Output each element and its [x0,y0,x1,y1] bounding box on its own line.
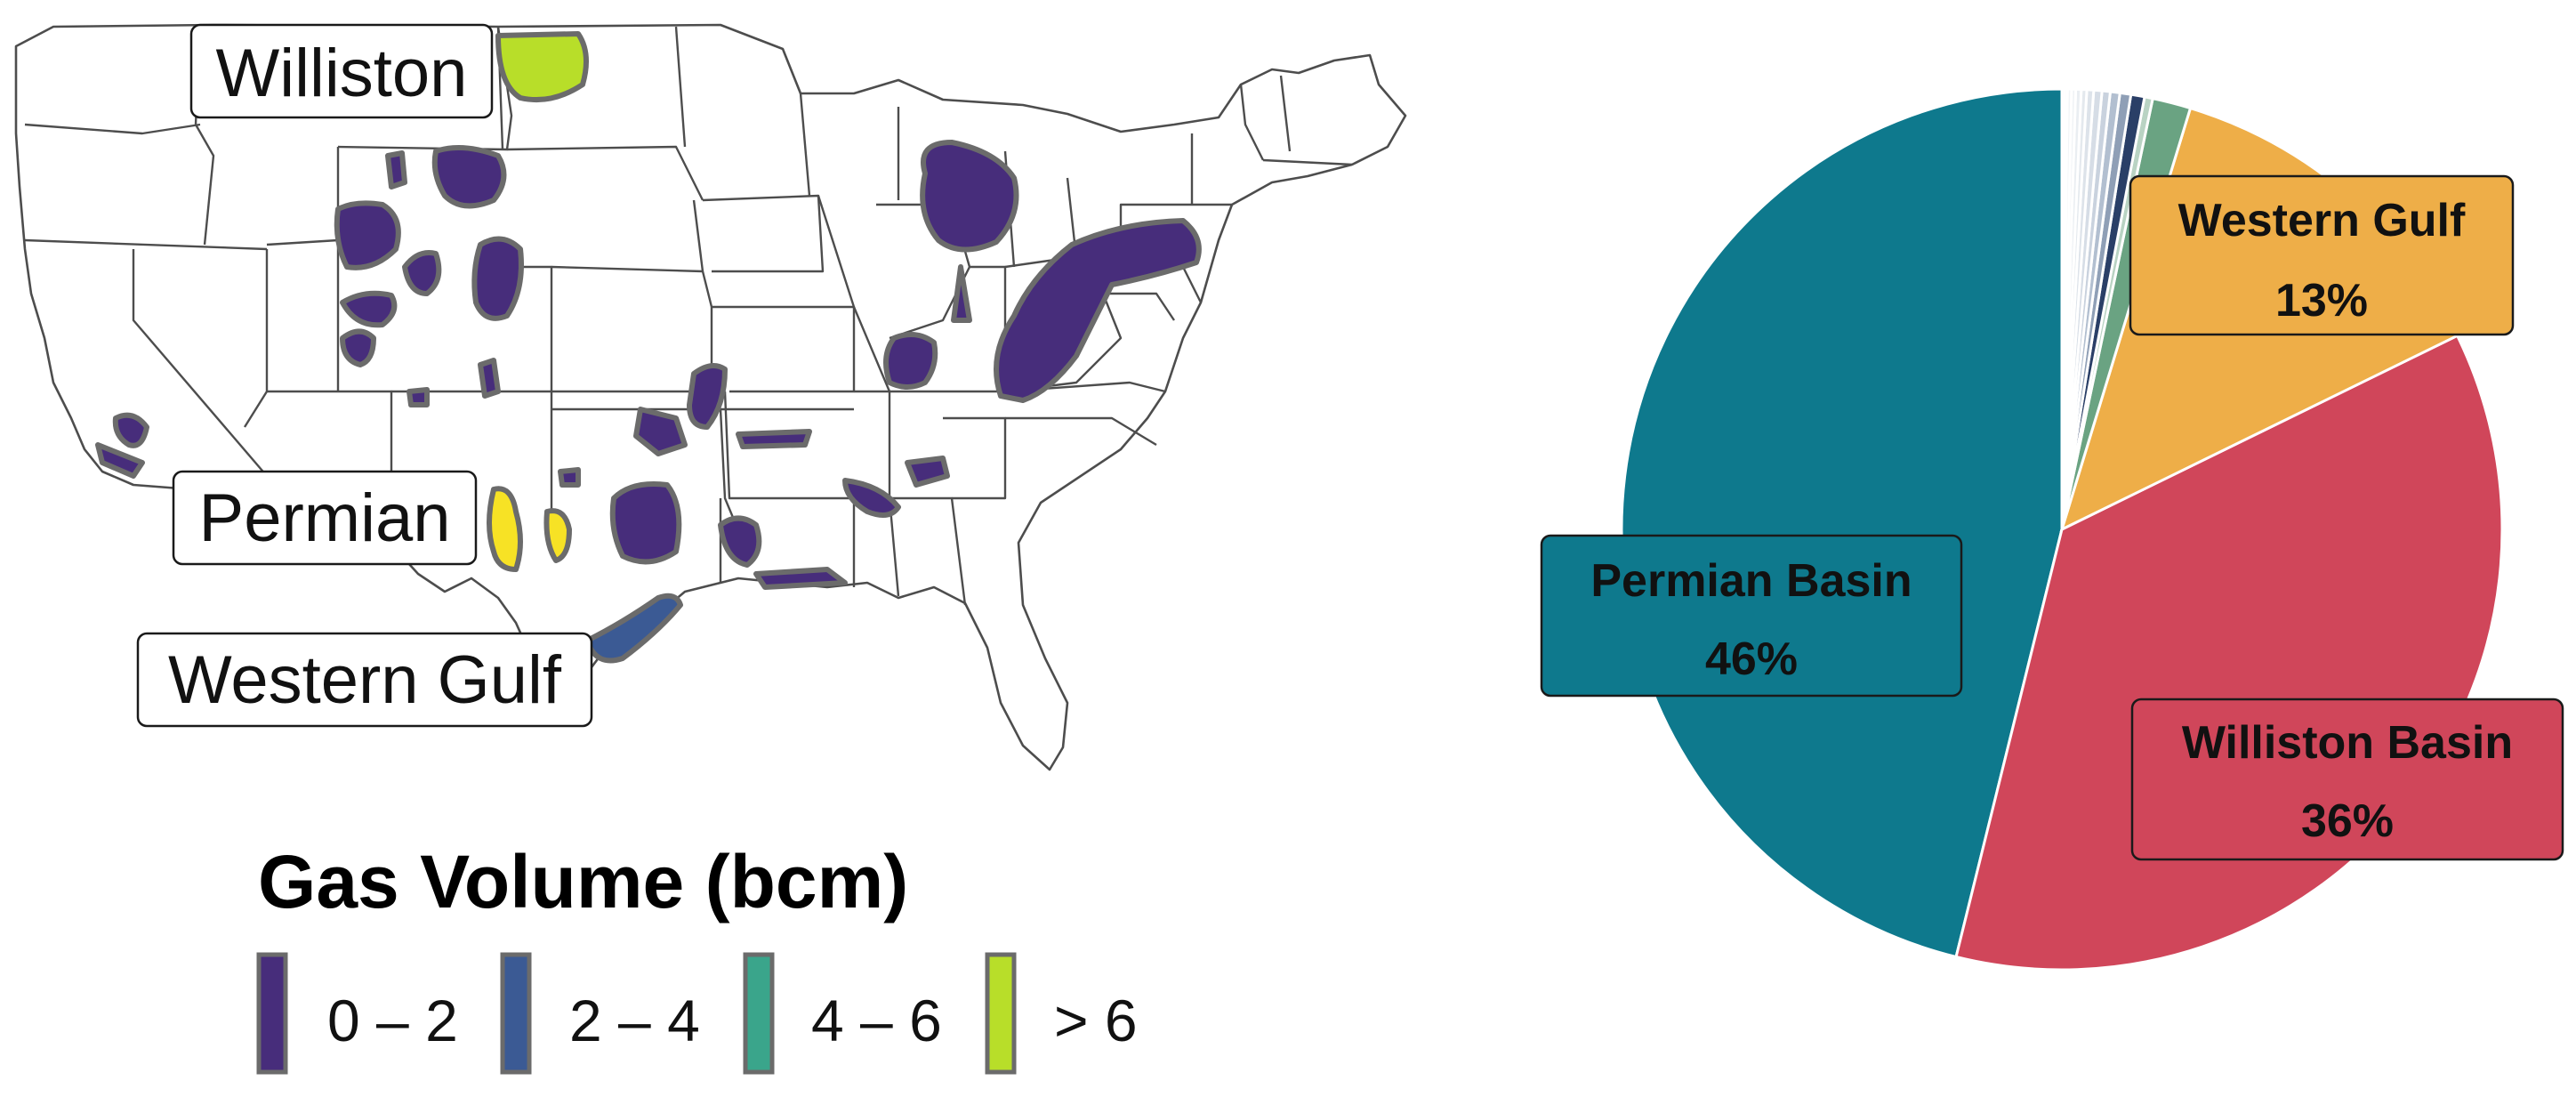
basin-wyoming-2 [402,250,442,296]
basin-black-warrior [842,478,901,518]
pie-chart: Western Gulf 13% Permian Basin 46% Willi… [1540,87,2564,972]
pie-slice-minor-16 [2060,87,2066,530]
pie-label-williston-name: Williston Basin [2182,717,2513,769]
pie-label-williston-pct: 36% [2301,795,2394,847]
callout-permian-label: Permian [199,480,451,556]
basin-illinois [883,332,938,390]
legend-label-0-2: 0 – 2 [327,988,458,1053]
pie-label-williston: Williston Basin 36% [2130,698,2564,861]
pie-label-western-gulf-pct: 13% [2275,275,2368,327]
basin-california-1 [112,412,149,448]
pie-slice-permian-basin [1620,87,2064,959]
legend-swatch-0-2 [256,952,288,1075]
state-borders [24,26,1353,606]
legend-label-2-4: 2 – 4 [569,988,700,1053]
legend-label-4-6: 4 – 6 [811,988,942,1053]
legend-title: Gas Volume (bcm) [258,840,908,924]
basin-wyoming-1 [334,200,401,270]
basin-indiana [951,264,972,323]
pie-label-permian-pct: 46% [1705,633,1798,685]
pie-label-western-gulf: Western Gulf 13% [2129,174,2515,336]
pie-label-western-gulf-box [2129,174,2515,336]
legend-label-gt-6: > 6 [1054,988,1138,1053]
basin-arkoma [736,429,812,449]
basins-0-2 [95,140,1202,590]
map-legend: Gas Volume (bcm) 0 – 2 2 – 4 4 – 6 > 6 [256,840,1138,1075]
basin-east-texas [718,515,762,568]
basin-raton [478,358,501,399]
basin-bighorn-1 [431,145,507,209]
callout-western-gulf-label: Western Gulf [168,642,562,718]
callout-western-gulf: Western Gulf [136,632,593,728]
basin-western-gulf [584,593,683,664]
pie-label-permian: Permian Basin 46% [1540,534,1963,698]
basin-michigan [920,140,1019,253]
basin-louisiana [753,567,848,590]
callout-williston-label: Williston [216,36,468,111]
callout-williston-box [189,23,494,119]
basin-permian-midland [543,508,572,563]
pie-label-western-gulf-name: Western Gulf [2178,195,2466,246]
us-basin-map: Williston Permian Western Gulf Gas Volum… [14,23,1407,1075]
basin-anadarko [687,363,728,430]
pie-label-permian-box [1540,534,1963,698]
basin-mississippi [905,456,950,488]
pie-label-williston-box [2130,698,2564,861]
basin-williston [495,31,589,103]
callout-permian-box [172,470,478,566]
basin-uinta [340,290,398,328]
basin-piceance [340,328,376,367]
basin-sanjuan [407,387,430,407]
basin-appalachian [994,218,1202,403]
basin-permian-small [558,467,581,488]
legend-swatch-2-4 [500,952,532,1075]
callout-williston: Williston [189,23,494,119]
pie-label-permian-name: Permian Basin [1590,555,1912,607]
legend-swatch-gt-6 [985,952,1017,1075]
basin-permian-delaware [487,486,523,572]
callout-western-gulf-box [136,632,593,728]
basin-california-2 [95,442,145,479]
basin-fortworth [609,481,682,565]
basin-montana [385,150,407,190]
basin-anadarko-2 [633,407,688,456]
basin-wyoming-3 [471,236,524,321]
callout-permian: Permian [172,470,478,566]
legend-swatch-4-6 [743,952,775,1075]
